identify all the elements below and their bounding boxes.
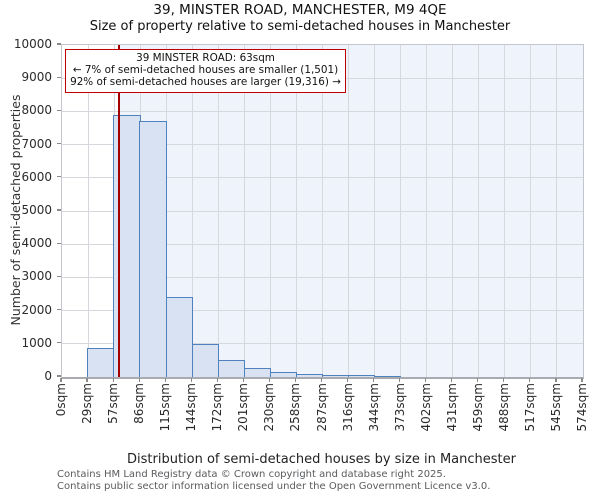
x-tick-mark bbox=[529, 378, 531, 382]
y-tick-mark bbox=[56, 375, 61, 377]
x-tick-label: 115sqm bbox=[158, 383, 173, 432]
gridline-horizontal bbox=[62, 343, 583, 345]
x-tick-mark bbox=[268, 378, 270, 382]
x-tick-label: 287sqm bbox=[314, 383, 329, 432]
x-tick-mark bbox=[451, 378, 453, 382]
histogram-bar bbox=[139, 120, 167, 377]
histogram-bar bbox=[269, 372, 298, 377]
x-tick-mark bbox=[320, 378, 323, 382]
y-tick-mark bbox=[56, 143, 61, 145]
histogram-bar bbox=[165, 297, 193, 377]
x-tick-label: 144sqm bbox=[184, 383, 199, 432]
histogram-bar bbox=[191, 343, 219, 377]
gridline-horizontal bbox=[62, 110, 583, 112]
x-tick-label: 402sqm bbox=[418, 383, 433, 432]
x-tick-mark bbox=[399, 378, 401, 382]
x-tick-mark bbox=[190, 378, 192, 382]
y-tick-label: 2000 bbox=[21, 302, 52, 317]
y-tick-label: 6000 bbox=[21, 169, 52, 184]
histogram-bar bbox=[321, 374, 350, 377]
y-tick-label: 7000 bbox=[21, 136, 52, 151]
y-tick-mark bbox=[56, 209, 61, 211]
x-tick-label: 258sqm bbox=[288, 383, 303, 432]
y-tick-mark bbox=[56, 275, 61, 277]
x-tick-mark bbox=[477, 378, 479, 382]
y-tick-label: 4000 bbox=[21, 236, 52, 251]
x-tick-label: 344sqm bbox=[366, 383, 381, 432]
x-axis-label: Distribution of semi-detached houses by … bbox=[127, 452, 516, 467]
x-tick-mark bbox=[503, 378, 505, 382]
x-tick-label: 431sqm bbox=[444, 383, 459, 432]
x-tick-label: 230sqm bbox=[262, 383, 277, 432]
x-tick-label: 459sqm bbox=[470, 383, 485, 432]
y-tick-mark bbox=[56, 309, 61, 311]
x-tick-mark bbox=[164, 378, 166, 382]
gridline-horizontal bbox=[62, 310, 583, 312]
x-tick-label: 574sqm bbox=[575, 383, 589, 432]
x-tick-mark bbox=[242, 378, 244, 382]
x-tick-label: 86sqm bbox=[132, 383, 147, 424]
y-tick-label: 0 bbox=[44, 369, 52, 383]
x-tick-mark bbox=[216, 378, 218, 382]
x-tick-label: 545sqm bbox=[548, 383, 563, 432]
x-tick-mark bbox=[112, 378, 114, 382]
y-tick-label: 3000 bbox=[21, 269, 52, 284]
annotation-smaller-line: ← 7% of semi-detached houses are smaller… bbox=[72, 64, 339, 77]
y-tick-mark bbox=[56, 242, 61, 244]
chart-title: 39, MINSTER ROAD, MANCHESTER, M9 4QE bbox=[153, 2, 447, 18]
histogram-bar bbox=[87, 348, 115, 377]
y-tick-label: 5000 bbox=[21, 203, 52, 217]
x-tick-label: 517sqm bbox=[522, 383, 537, 432]
annotation-property-line: 39 MINSTER ROAD: 63sqm bbox=[136, 52, 275, 64]
y-tick-mark bbox=[56, 43, 61, 45]
x-tick-mark bbox=[346, 378, 349, 382]
x-tick-mark bbox=[581, 378, 583, 382]
gridline-horizontal bbox=[62, 144, 583, 146]
gridline-horizontal bbox=[62, 177, 583, 179]
x-tick-label: 488sqm bbox=[496, 383, 511, 432]
x-tick-mark bbox=[86, 378, 88, 382]
x-tick-mark bbox=[555, 378, 557, 382]
x-tick-mark bbox=[294, 378, 297, 382]
x-tick-label: 172sqm bbox=[210, 383, 225, 432]
x-tick-label: 0sqm bbox=[54, 383, 68, 417]
footer-attribution-line-1: Contains HM Land Registry data © Crown c… bbox=[57, 469, 446, 480]
gridline-horizontal bbox=[62, 210, 583, 212]
x-tick-mark bbox=[425, 378, 427, 382]
histogram-bar bbox=[295, 373, 324, 377]
histogram-bar bbox=[373, 376, 402, 378]
histogram-bar bbox=[217, 359, 246, 377]
annotation-larger-line: 92% of semi-detached houses are larger (… bbox=[70, 76, 341, 89]
gridline-horizontal bbox=[62, 276, 583, 278]
y-tick-mark bbox=[56, 342, 61, 344]
gridline-horizontal bbox=[62, 243, 583, 245]
histogram-bar bbox=[113, 114, 141, 377]
y-tick-mark bbox=[56, 76, 61, 78]
plot-area bbox=[61, 44, 584, 379]
y-tick-mark bbox=[56, 176, 61, 178]
x-tick-label: 201sqm bbox=[236, 383, 251, 432]
chart-subtitle: Size of property relative to semi-detach… bbox=[89, 19, 511, 34]
histogram-bar bbox=[347, 375, 376, 377]
property-size-marker-line bbox=[118, 45, 121, 377]
y-tick-label: 1000 bbox=[21, 335, 52, 350]
x-tick-mark bbox=[138, 378, 140, 382]
footer-attribution-line-2: Contains public sector information licen… bbox=[57, 480, 491, 492]
x-tick-label: 373sqm bbox=[392, 383, 407, 432]
annotation-box: 39 MINSTER ROAD: 63sqm ← 7% of semi-deta… bbox=[65, 49, 346, 93]
y-tick-label: 10000 bbox=[13, 37, 52, 51]
y-tick-label: 8000 bbox=[21, 103, 52, 118]
x-tick-mark bbox=[60, 378, 62, 382]
x-tick-label: 29sqm bbox=[80, 383, 95, 424]
x-tick-label: 57sqm bbox=[106, 383, 121, 424]
y-tick-mark bbox=[56, 109, 61, 111]
y-tick-label: 9000 bbox=[21, 70, 52, 85]
x-tick-mark bbox=[373, 378, 375, 382]
x-tick-label: 316sqm bbox=[340, 383, 355, 432]
histogram-bar bbox=[243, 368, 272, 377]
